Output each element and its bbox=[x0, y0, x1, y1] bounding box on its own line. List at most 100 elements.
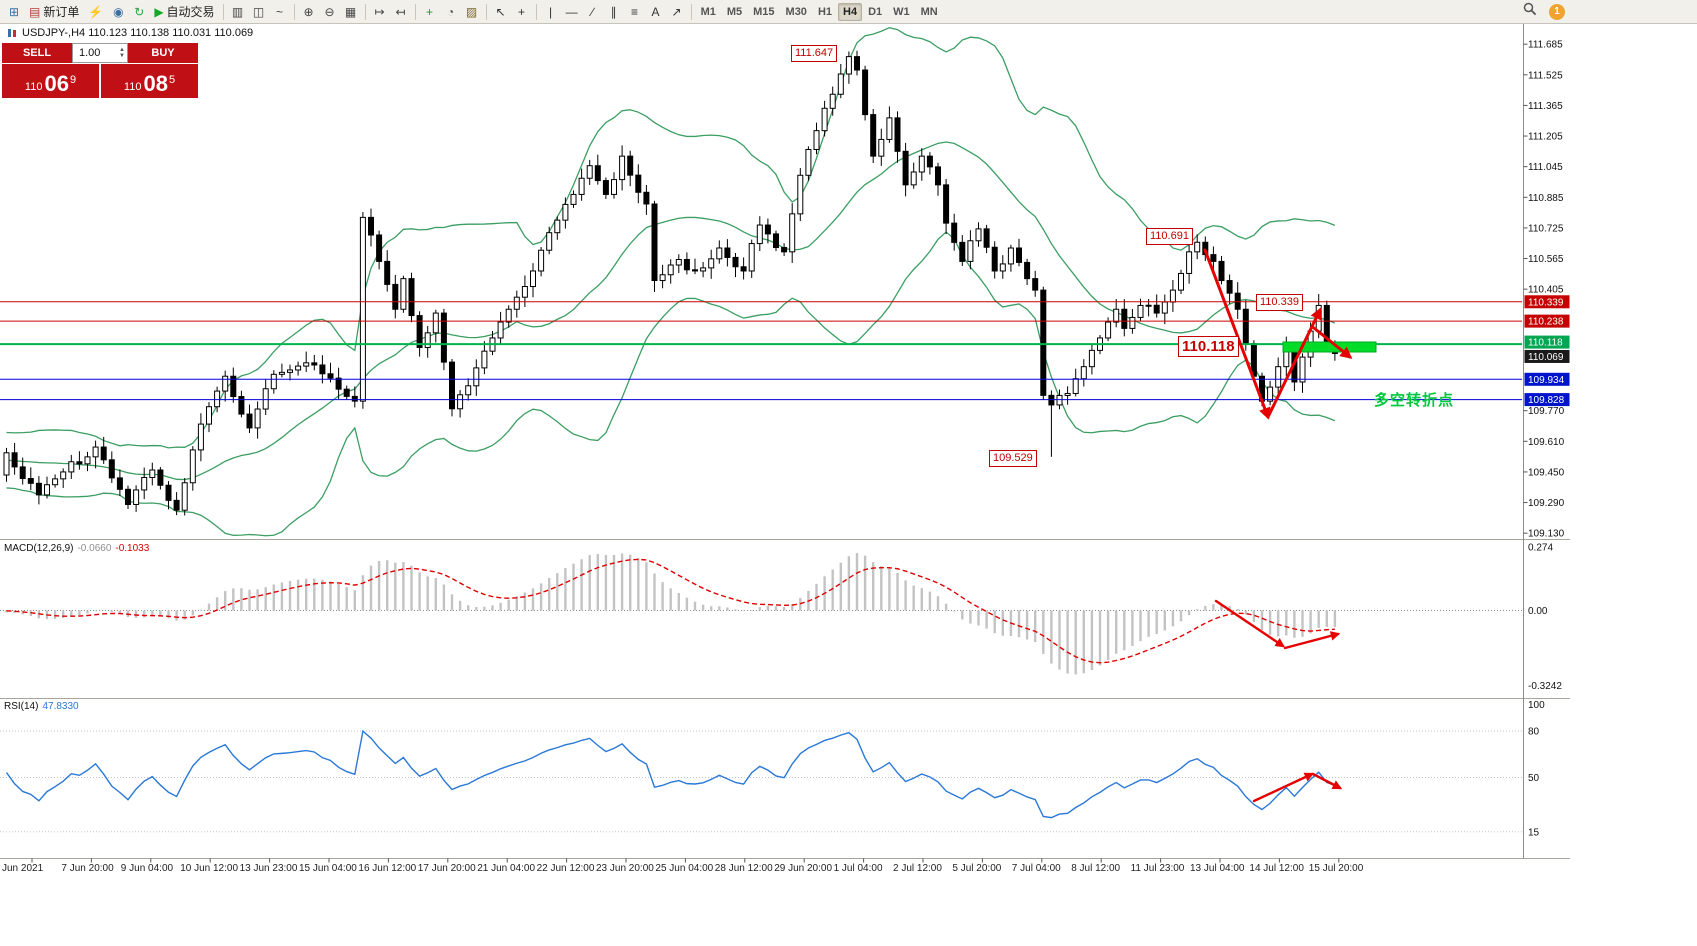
tile-windows-button[interactable]: ▦ bbox=[341, 2, 361, 22]
price-tag-text: 109.934 bbox=[1528, 375, 1565, 386]
chart-shift-button[interactable]: ↤ bbox=[391, 2, 411, 22]
rsi-axis-label: 50 bbox=[1528, 773, 1540, 784]
buy-price-big: 08 bbox=[143, 71, 168, 96]
zoom-in-button[interactable]: ⊕ bbox=[299, 2, 319, 22]
candles-layer bbox=[3, 50, 1338, 516]
time-label: 28 Jun 12:00 bbox=[715, 863, 773, 874]
new-order-button[interactable]: ▤ 新订单 bbox=[25, 2, 83, 22]
account-badge[interactable]: 1 bbox=[1549, 3, 1565, 20]
toolbar-right: 1 bbox=[1523, 2, 1565, 21]
time-label: Jun 2021 bbox=[2, 863, 44, 874]
timeframe-m30-button[interactable]: M30 bbox=[781, 3, 812, 21]
rsi-axis-label: 15 bbox=[1528, 827, 1540, 838]
templates-button[interactable]: ▨ bbox=[462, 2, 482, 22]
price-tag-text: 110.118 bbox=[1528, 338, 1563, 349]
line-chart-button[interactable]: ~ bbox=[270, 2, 290, 22]
volume-up-button[interactable]: ▲ bbox=[119, 47, 125, 53]
cursor-button[interactable]: ↖ bbox=[491, 2, 511, 22]
volume-down-button[interactable]: ▼ bbox=[119, 53, 125, 59]
timeframe-h4-button[interactable]: H4 bbox=[838, 2, 863, 21]
zoom-out-icon: ⊖ bbox=[324, 4, 335, 19]
sell-price-figure: 110 bbox=[24, 81, 43, 93]
timeframe-m5-button[interactable]: M5 bbox=[722, 3, 747, 21]
periods-button[interactable]: ◔ bbox=[441, 2, 461, 22]
macd-arrow[interactable] bbox=[1283, 631, 1341, 650]
indicators-icon: + bbox=[426, 4, 434, 19]
rsi-arrow[interactable] bbox=[1311, 772, 1343, 790]
channel-button[interactable]: ∥ bbox=[604, 2, 624, 22]
timeframe-m1-button[interactable]: M1 bbox=[696, 3, 721, 21]
search-icon[interactable] bbox=[1523, 2, 1537, 21]
toolbar-separator bbox=[364, 3, 366, 20]
timeframe-mn-button[interactable]: MN bbox=[916, 3, 943, 21]
time-label: 25 Jun 04:00 bbox=[655, 863, 713, 874]
arrows-button[interactable]: ↗ bbox=[667, 2, 687, 22]
macd-axis-label: -0.3242 bbox=[1528, 681, 1562, 692]
price-tick: 109.290 bbox=[1528, 498, 1565, 509]
bar-chart-icon: ▥ bbox=[231, 4, 244, 19]
trend-arrow[interactable] bbox=[1203, 248, 1271, 420]
timeframe-m15-button[interactable]: M15 bbox=[748, 3, 779, 21]
rsi-axis-label: 80 bbox=[1528, 727, 1540, 738]
profiles-button[interactable]: ◉ bbox=[108, 2, 128, 22]
buy-label: BUY bbox=[128, 43, 198, 63]
candlestick-chart-button[interactable]: ◫ bbox=[249, 2, 269, 22]
toolbar-separator bbox=[222, 3, 224, 20]
sell-price-pip: 9 bbox=[69, 74, 77, 86]
highlight-rectangle[interactable] bbox=[1282, 341, 1377, 353]
price-tag-text: 110.069 bbox=[1528, 352, 1564, 363]
volume-value: 1.00 bbox=[79, 47, 101, 59]
rsi-arrow[interactable] bbox=[1252, 772, 1315, 803]
buy-price-pip: 5 bbox=[168, 74, 176, 86]
timeframe-w1-button[interactable]: W1 bbox=[888, 3, 915, 21]
toolbar: ⊞ ▤ 新订单 ⚡ ◉ ↻ ▶ 自动交易 ▥ ◫ ~ ⊕ ⊖ ▦ ↦ ↤ + ◔ ▨ ↖ + | — ∕ ∥ ≡ A ↗ M1 M5 M15… bbox=[0, 0, 1697, 24]
time-label: 17 Jun 20:00 bbox=[418, 863, 476, 874]
sell-label: SELL bbox=[2, 43, 72, 63]
price-tick: 109.770 bbox=[1528, 406, 1565, 417]
new-order-icon: ▤ bbox=[29, 4, 41, 19]
price-tick: 111.685 bbox=[1528, 40, 1563, 51]
trend-arrow[interactable] bbox=[1312, 326, 1353, 359]
price-tick: 111.045 bbox=[1528, 162, 1563, 173]
autotrading-icon: ▶ bbox=[154, 4, 164, 19]
price-tick: 110.565 bbox=[1528, 254, 1564, 265]
autotrading-button[interactable]: ▶ 自动交易 bbox=[150, 2, 218, 22]
zoom-out-button[interactable]: ⊖ bbox=[320, 2, 340, 22]
crosshair-button[interactable]: + bbox=[512, 2, 532, 22]
refresh-button[interactable]: ↻ bbox=[129, 2, 149, 22]
new-chart-button[interactable]: ⊞ bbox=[4, 2, 24, 22]
fibonacci-icon: ≡ bbox=[631, 4, 639, 19]
bar-chart-button[interactable]: ▥ bbox=[228, 2, 248, 22]
macd-arrow[interactable] bbox=[1214, 599, 1285, 648]
macd-signal-value: -0.1033 bbox=[115, 543, 150, 554]
macd-name: MACD(12,26,9) bbox=[4, 543, 74, 554]
new-chart-icon: ⊞ bbox=[8, 4, 20, 19]
annotation-text[interactable]: 多空转折点 bbox=[1374, 392, 1455, 409]
trendline-button[interactable]: ∕ bbox=[583, 2, 603, 22]
price-tick: 110.725 bbox=[1528, 223, 1564, 234]
chart-title: USDJPY-,H4 110.123 110.138 110.031 110.0… bbox=[6, 27, 253, 39]
sell-price-big: 06 bbox=[44, 71, 69, 96]
auto-scroll-button[interactable]: ↦ bbox=[370, 2, 390, 22]
buy-button[interactable]: 110 08 5 bbox=[101, 64, 198, 98]
time-label: 11 Jul 23:00 bbox=[1131, 863, 1185, 874]
macd-histogram bbox=[5, 553, 1337, 675]
time-label: 13 Jun 23:00 bbox=[240, 863, 298, 874]
trend-arrow[interactable] bbox=[1266, 307, 1322, 419]
sell-button[interactable]: 110 06 9 bbox=[2, 64, 99, 98]
chart-title-text: USDJPY-,H4 110.123 110.138 110.031 110.0… bbox=[22, 27, 254, 39]
text-button[interactable]: A bbox=[646, 2, 666, 22]
snapshot-button[interactable]: ⚡ bbox=[84, 2, 107, 22]
vertical-line-button[interactable]: | bbox=[541, 2, 561, 22]
horizontal-line-button[interactable]: — bbox=[562, 2, 582, 22]
indicators-button[interactable]: + bbox=[420, 2, 440, 22]
timeframe-d1-button[interactable]: D1 bbox=[863, 3, 887, 21]
volume-input[interactable]: 1.00 ▲ ▼ bbox=[72, 43, 128, 63]
fibonacci-button[interactable]: ≡ bbox=[625, 2, 645, 22]
time-label: 21 Jun 04:00 bbox=[477, 863, 535, 874]
price-tick: 110.405 bbox=[1528, 285, 1564, 296]
chart-shift-icon: ↤ bbox=[395, 4, 406, 19]
toolbar-separator bbox=[485, 3, 487, 20]
timeframe-h1-button[interactable]: H1 bbox=[813, 3, 837, 21]
